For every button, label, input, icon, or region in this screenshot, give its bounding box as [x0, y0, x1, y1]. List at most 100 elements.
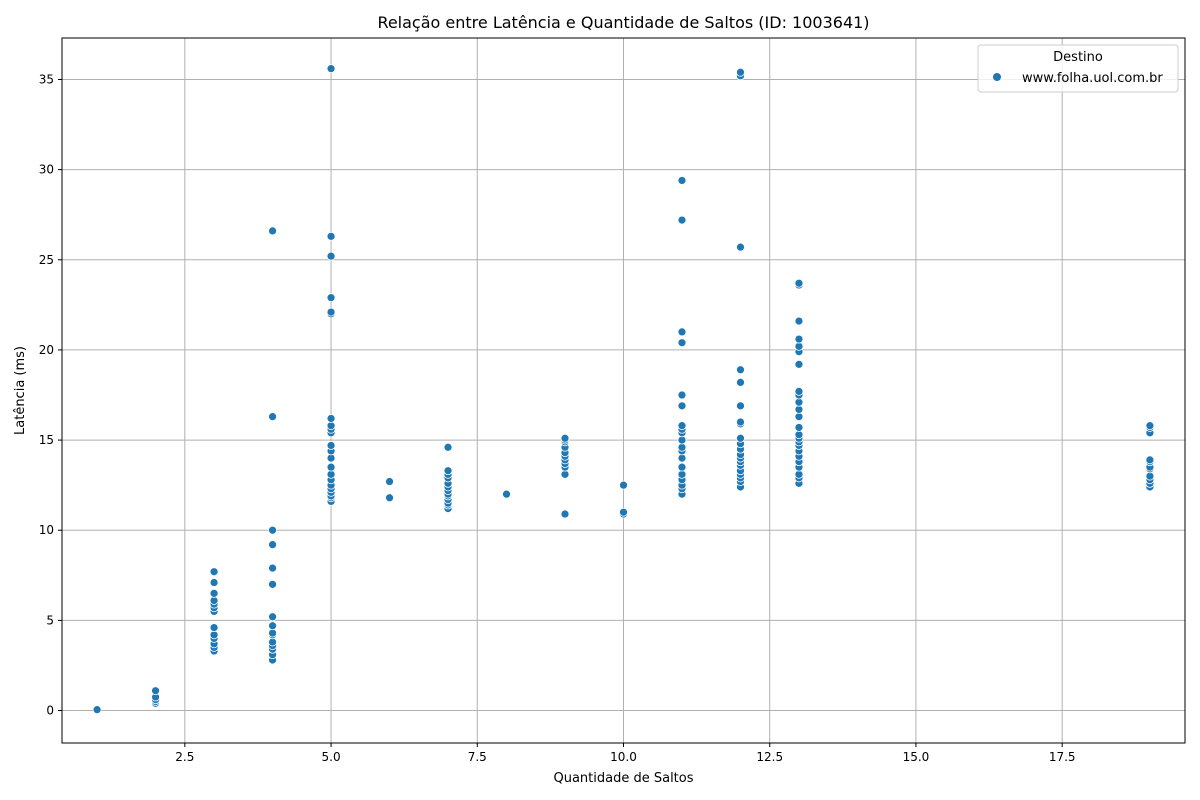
data-point: [268, 621, 277, 631]
data-point: [677, 176, 687, 185]
legend: Destino www.folha.uol.com.br: [977, 44, 1179, 93]
data-point: [560, 469, 570, 479]
x-tick-label: 12.5: [756, 750, 783, 764]
data-point: [677, 401, 687, 411]
grid: [62, 38, 1185, 743]
data-point: [560, 509, 570, 519]
data-point: [794, 412, 804, 422]
data-point: [385, 477, 394, 486]
data-point: [326, 421, 336, 431]
data-point: [619, 507, 628, 517]
data-point: [443, 466, 453, 476]
data-point: [326, 231, 336, 241]
data-point: [794, 469, 804, 479]
data-point: [443, 442, 453, 452]
data-point: [677, 435, 687, 445]
y-tick-label: 35: [39, 72, 54, 86]
data-point: [268, 637, 277, 647]
data-points: [92, 64, 1155, 715]
data-point: [209, 630, 219, 640]
axis-ticks: 2.5 5.0 7.5 10.0 12.5 15.0 17.5 0 5 10 15 20 25 30 35: [39, 72, 1076, 764]
data-point: [268, 628, 277, 638]
data-point: [1145, 471, 1155, 481]
data-point: [794, 278, 804, 288]
data-point: [560, 433, 570, 443]
data-point: [326, 414, 336, 423]
y-tick-label: 25: [39, 253, 54, 267]
y-axis-title: Latência (ms): [13, 346, 28, 435]
data-point: [677, 469, 687, 479]
data-point: [385, 493, 394, 503]
data-point: [92, 705, 102, 715]
x-tick-label: 10.0: [610, 750, 637, 764]
data-point: [151, 686, 160, 696]
y-tick-label: 15: [39, 433, 54, 447]
data-point: [794, 397, 804, 407]
x-tick-label: 7.5: [468, 750, 487, 764]
data-point: [209, 567, 219, 577]
data-point: [677, 421, 687, 431]
data-point: [209, 596, 219, 605]
data-point: [268, 579, 277, 589]
data-point: [268, 563, 277, 573]
data-point: [209, 588, 219, 598]
y-tick-label: 10: [39, 523, 54, 537]
data-point: [677, 327, 687, 337]
data-point: [326, 293, 336, 303]
data-point: [794, 430, 804, 440]
data-point: [268, 612, 277, 622]
data-point: [209, 578, 219, 587]
data-point: [677, 442, 687, 452]
legend-marker: [993, 73, 1001, 81]
x-axis-title: Quantidade de Saltos: [553, 771, 693, 786]
data-point: [794, 316, 804, 326]
data-point: [268, 226, 277, 236]
y-tick-label: 0: [46, 704, 54, 718]
data-point: [794, 423, 804, 432]
data-point: [209, 623, 219, 632]
data-point: [794, 341, 804, 351]
data-point: [736, 365, 745, 375]
data-point: [326, 462, 336, 472]
data-point: [502, 489, 511, 499]
chart-title: Relação entre Latência e Quantidade de S…: [377, 13, 869, 32]
y-tick-label: 20: [39, 343, 54, 357]
data-point: [736, 67, 745, 77]
data-point: [326, 469, 336, 479]
data-point: [1145, 455, 1155, 465]
data-point: [794, 405, 804, 414]
data-point: [794, 387, 804, 396]
data-point: [794, 334, 804, 344]
legend-series-label: www.folha.uol.com.br: [1022, 71, 1163, 86]
y-tick-label: 30: [39, 163, 54, 177]
data-point: [677, 338, 687, 348]
data-point: [736, 417, 745, 427]
data-point: [326, 307, 336, 317]
x-tick-label: 15.0: [903, 750, 930, 764]
data-point: [736, 433, 745, 443]
data-point: [677, 390, 687, 400]
data-point: [794, 359, 804, 369]
data-point: [736, 401, 745, 411]
data-point: [326, 251, 336, 261]
data-point: [619, 480, 628, 490]
data-point: [268, 540, 277, 550]
data-point: [677, 462, 687, 472]
data-point: [736, 242, 745, 252]
data-point: [736, 378, 745, 387]
data-point: [326, 441, 336, 450]
x-tick-label: 5.0: [322, 750, 341, 764]
x-tick-label: 17.5: [1049, 750, 1076, 764]
data-point: [326, 64, 336, 74]
legend-title: Destino: [1053, 50, 1103, 65]
data-point: [326, 453, 336, 463]
data-point: [677, 215, 687, 225]
data-point: [268, 525, 277, 535]
data-point: [677, 453, 687, 463]
y-tick-label: 5: [46, 613, 54, 627]
legend-box: [977, 44, 1179, 93]
data-point: [268, 412, 277, 422]
x-tick-label: 2.5: [175, 750, 194, 764]
